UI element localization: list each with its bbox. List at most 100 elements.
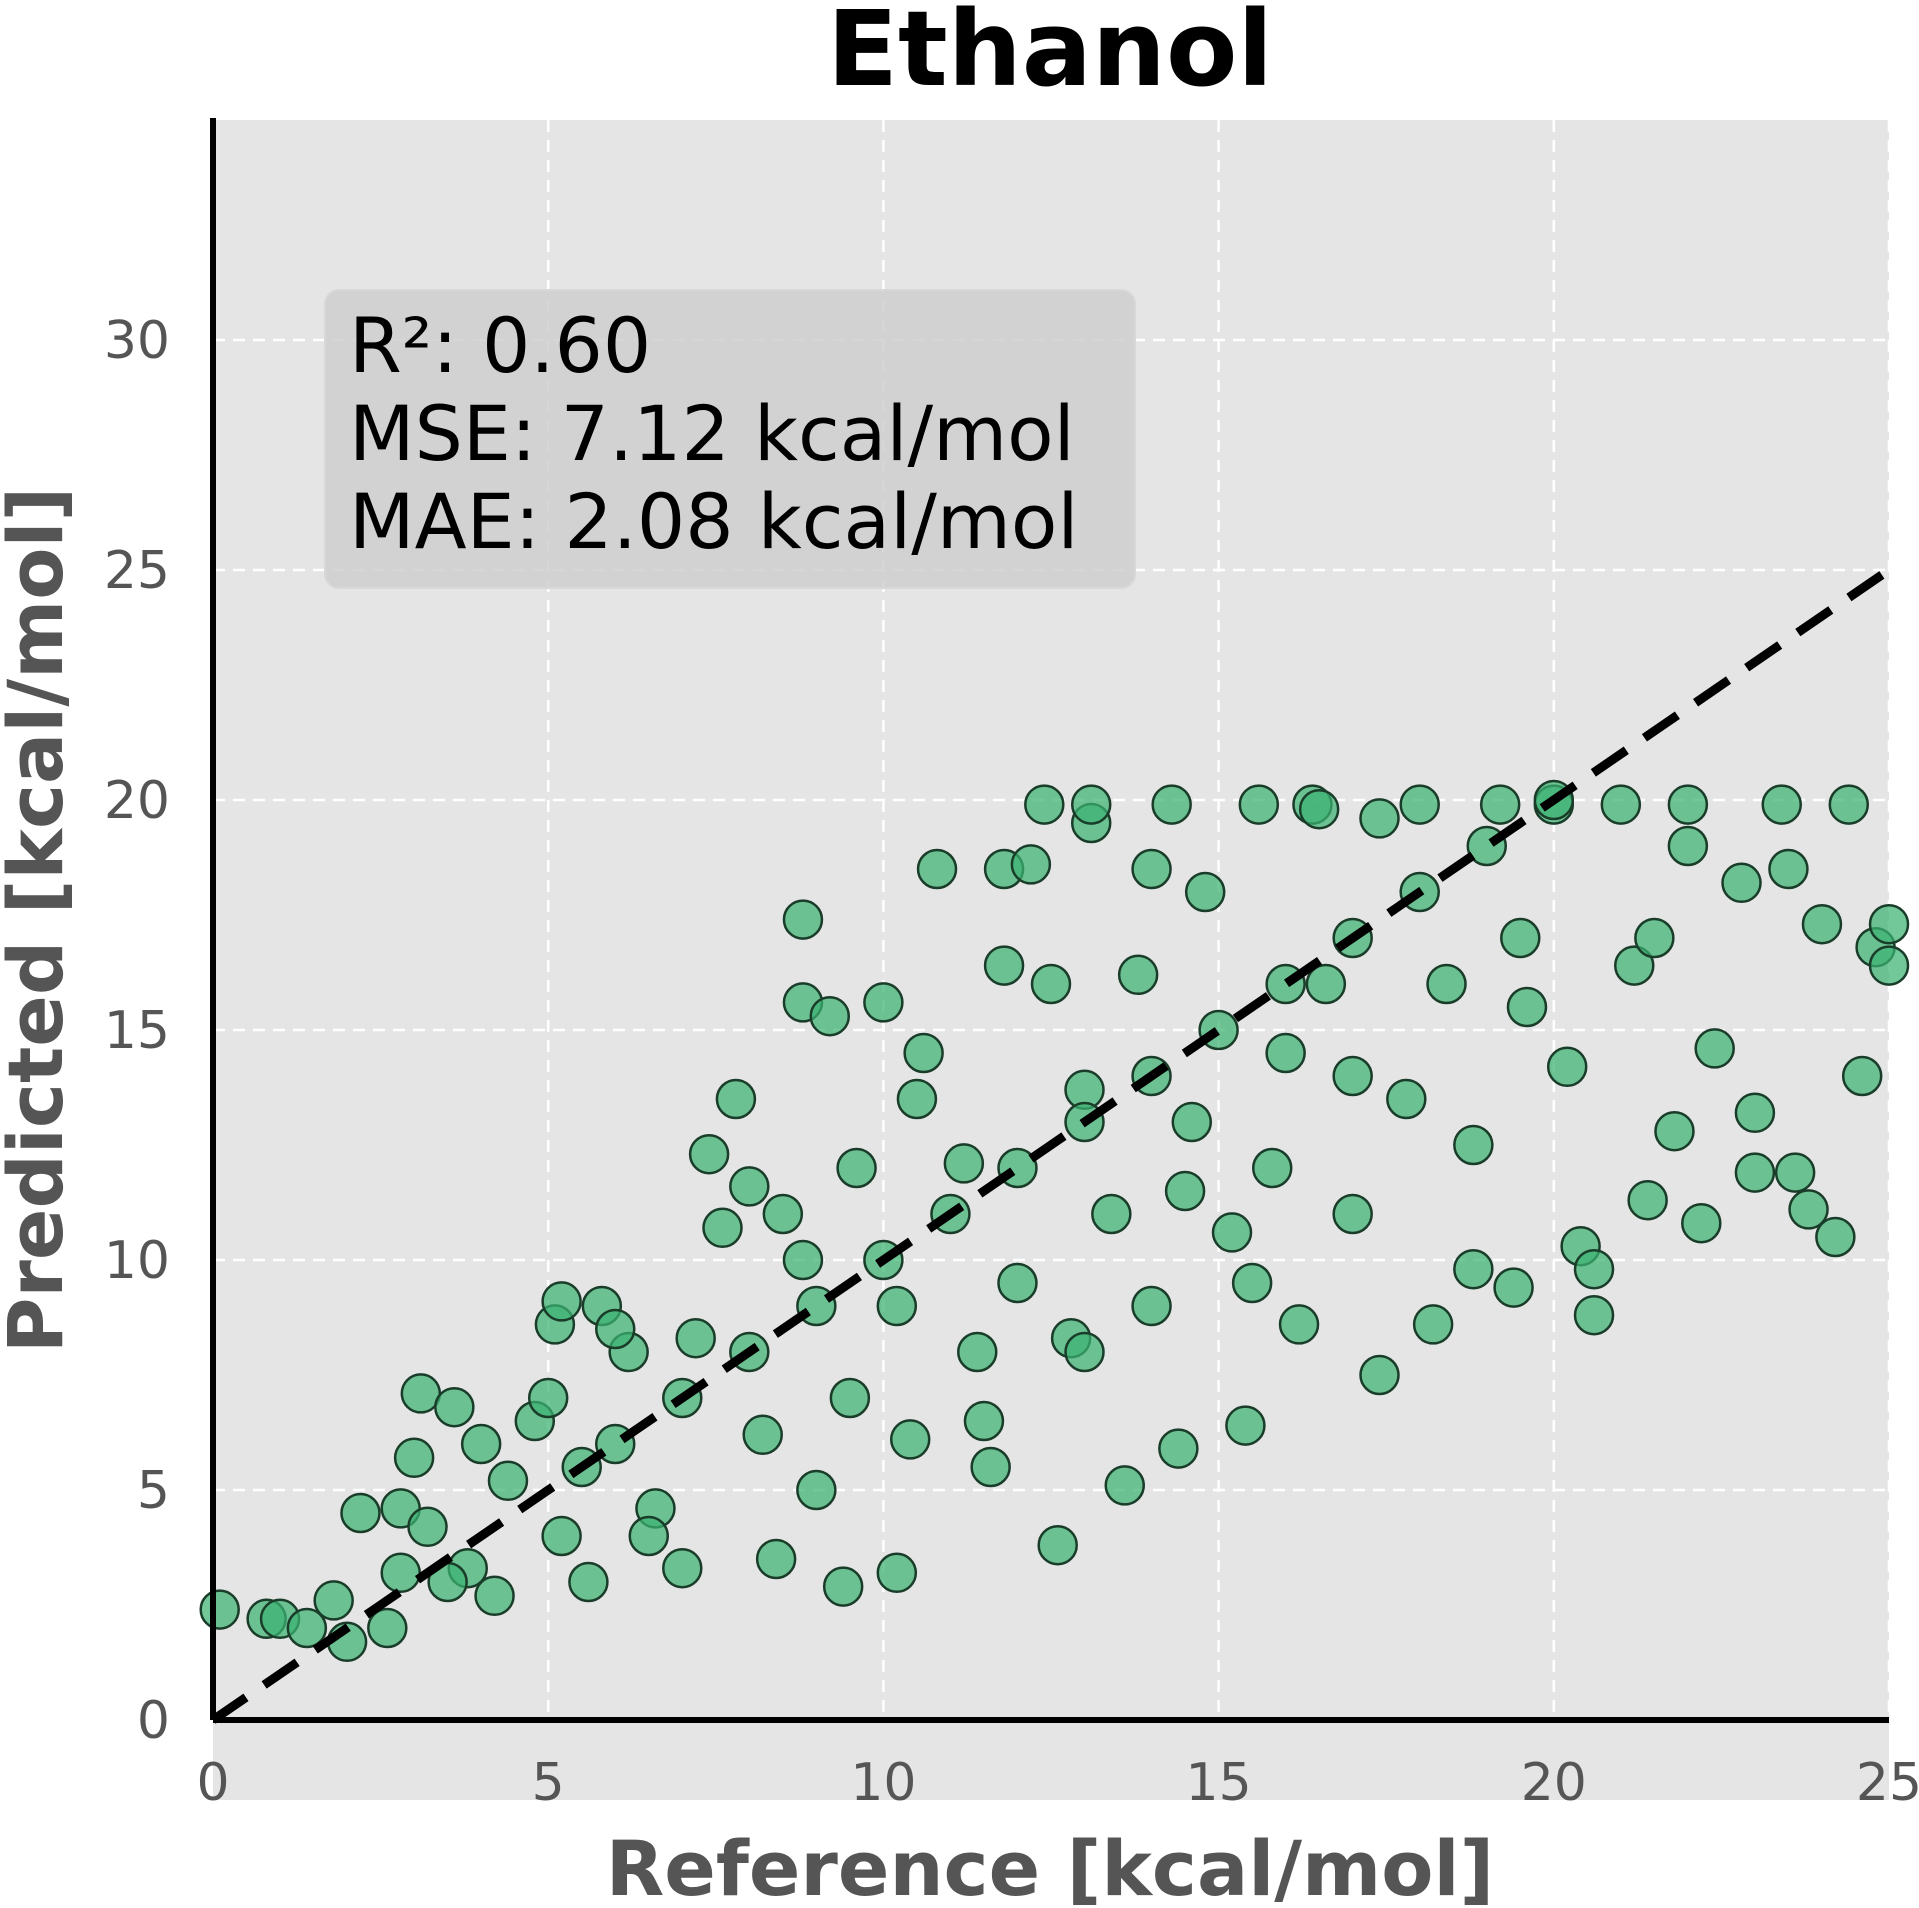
data-point	[829, 1377, 871, 1419]
data-point	[1151, 784, 1192, 825]
data-point	[367, 1607, 408, 1649]
data-point	[957, 1331, 998, 1373]
data-point	[1386, 1078, 1427, 1120]
chart-title: Ethanol	[827, 0, 1273, 110]
data-point	[407, 1506, 448, 1548]
data-point	[1104, 1465, 1145, 1506]
data-point	[782, 899, 824, 940]
data-point	[1500, 917, 1541, 959]
data-point	[1788, 1189, 1829, 1230]
y-tick-label: 15	[104, 1001, 170, 1061]
data-point	[662, 1547, 703, 1589]
data-point	[1600, 784, 1642, 825]
data-point	[1070, 784, 1112, 825]
data-point	[1734, 1152, 1776, 1193]
x-tick-label: 10	[850, 1753, 916, 1813]
y-tick-label: 10	[104, 1231, 170, 1291]
data-point	[1278, 1304, 1320, 1345]
r2-value: R²: 0.60	[349, 301, 651, 390]
x-tick-label: 25	[1856, 1753, 1919, 1813]
data-point	[1010, 844, 1052, 885]
data-point	[782, 1239, 824, 1281]
data-point	[1251, 1147, 1293, 1189]
data-point	[1493, 1267, 1534, 1308]
y-tick-label: 0	[137, 1691, 170, 1751]
data-point	[1573, 1248, 1615, 1290]
x-tick-label: 0	[196, 1753, 229, 1813]
data-point	[1265, 1032, 1306, 1074]
data-point	[340, 1492, 381, 1534]
data-point	[1841, 1055, 1883, 1097]
data-point	[1721, 862, 1762, 904]
y-tick-label: 20	[104, 771, 170, 831]
data-point	[1613, 945, 1655, 986]
data-point	[796, 1469, 837, 1511]
data-point	[1479, 784, 1521, 825]
data-point	[1211, 1212, 1253, 1253]
data-point	[997, 1262, 1038, 1304]
data-point	[380, 1552, 421, 1594]
data-point	[742, 1414, 783, 1456]
data-point	[1868, 903, 1910, 945]
data-point	[836, 1147, 877, 1189]
data-point	[1399, 784, 1440, 825]
data-point	[527, 1377, 569, 1419]
data-point	[1332, 1055, 1373, 1097]
data-point	[434, 1386, 475, 1428]
data-point	[1225, 1405, 1266, 1446]
data-point	[1453, 1248, 1494, 1290]
data-point	[1734, 1092, 1776, 1134]
data-point	[863, 982, 904, 1023]
x-tick-labels: 0 5 10 15 20 25	[196, 1753, 1919, 1813]
data-point	[1117, 954, 1159, 996]
data-point	[460, 1423, 502, 1465]
data-point	[688, 1133, 730, 1175]
data-point	[1815, 1216, 1856, 1258]
data-point	[903, 1032, 944, 1074]
data-point	[1064, 1331, 1105, 1373]
mse-value: MSE: 7.12 kcal/mol	[349, 389, 1075, 478]
y-tick-label: 25	[104, 541, 170, 601]
data-point	[1828, 784, 1870, 825]
data-point	[1359, 1354, 1400, 1396]
data-point	[1694, 1028, 1735, 1069]
data-point	[916, 848, 958, 890]
data-point	[983, 945, 1025, 986]
stats-box-background	[324, 289, 1136, 589]
data-point	[1158, 1428, 1199, 1469]
data-point	[1546, 1046, 1588, 1088]
mae-value: MAE: 2.08 kcal/mol	[349, 477, 1078, 566]
data-point	[1359, 798, 1400, 839]
data-point	[487, 1460, 529, 1502]
data-point	[1091, 1193, 1132, 1235]
data-point	[568, 1561, 609, 1603]
data-point	[313, 1580, 354, 1621]
data-point	[1634, 917, 1675, 959]
y-axis-label: Predicted [kcal/mol]	[0, 487, 80, 1354]
data-point	[876, 1552, 918, 1594]
data-point	[1184, 871, 1226, 913]
data-point	[729, 1166, 770, 1207]
data-point	[1024, 784, 1065, 825]
data-point	[1654, 1110, 1695, 1152]
data-point	[1030, 963, 1072, 1005]
data-point	[1768, 848, 1809, 890]
data-point	[1667, 784, 1709, 825]
data-point	[762, 1193, 804, 1235]
data-point	[393, 1437, 435, 1479]
data-point	[1231, 1262, 1273, 1304]
data-point	[199, 1589, 240, 1630]
data-point	[1627, 1179, 1668, 1221]
data-point	[1238, 784, 1280, 825]
data-point	[675, 1317, 716, 1359]
data-point	[715, 1078, 757, 1120]
data-point	[963, 1400, 1005, 1442]
data-point	[628, 1515, 670, 1557]
data-point	[702, 1207, 743, 1249]
data-point	[1761, 784, 1802, 825]
data-point	[1171, 1101, 1213, 1143]
data-point	[1131, 848, 1172, 890]
data-point	[755, 1538, 797, 1580]
x-axis-label: Reference [kcal/mol]	[606, 1824, 1494, 1908]
